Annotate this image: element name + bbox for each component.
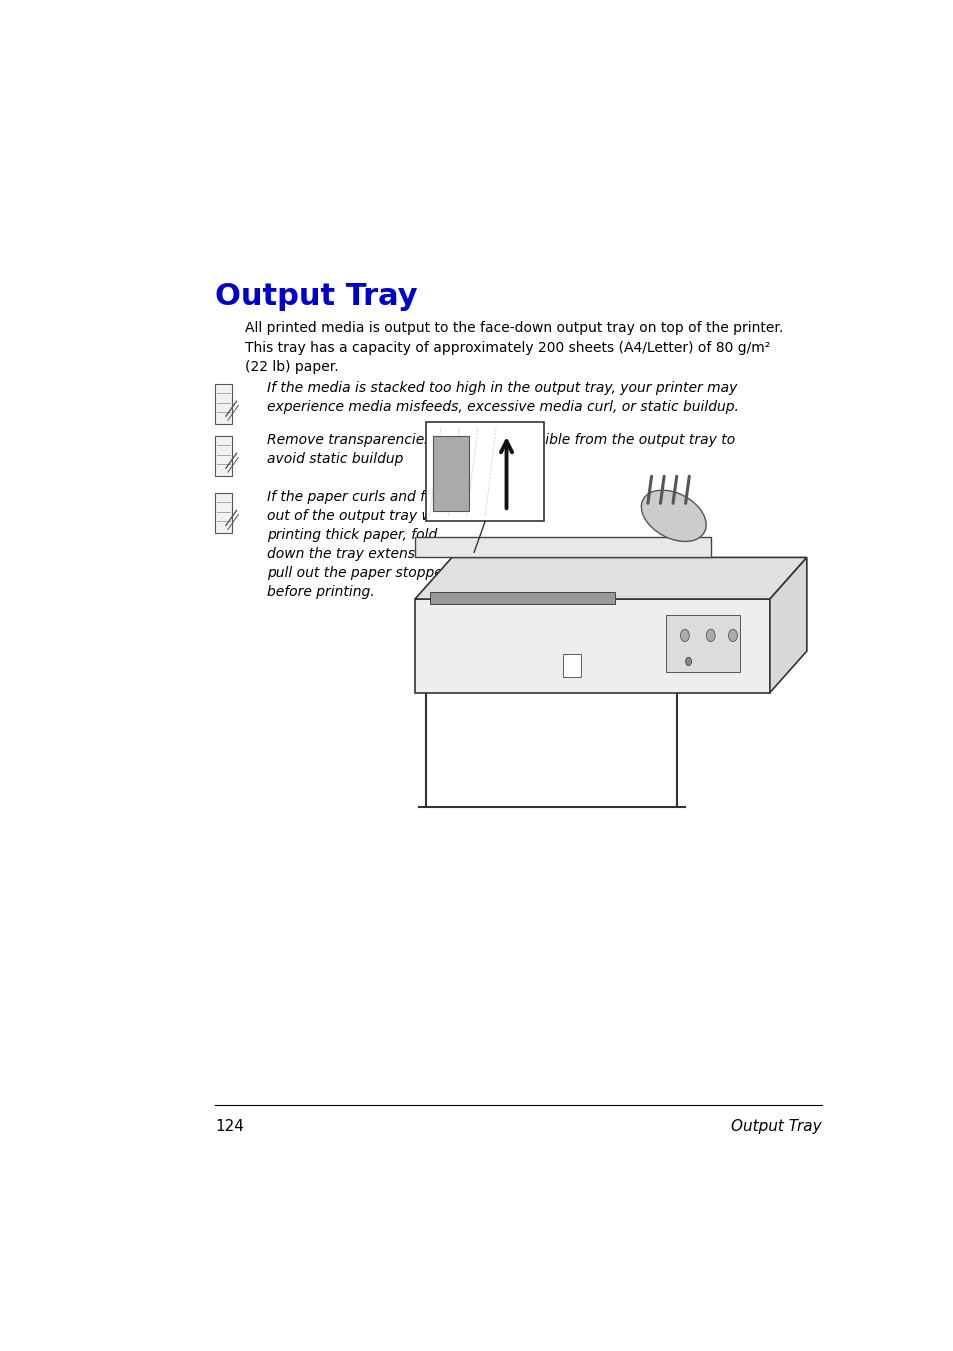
FancyBboxPatch shape [562,654,580,677]
Ellipse shape [640,490,705,542]
Polygon shape [415,558,806,598]
FancyBboxPatch shape [215,384,232,424]
Text: All printed media is output to the face-down output tray on top of the printer.
: All printed media is output to the face-… [245,322,782,374]
FancyBboxPatch shape [665,615,740,671]
Text: Output Tray: Output Tray [730,1119,821,1135]
Polygon shape [769,558,806,693]
Circle shape [728,630,737,642]
FancyBboxPatch shape [426,422,544,521]
Text: If the paper curls and falls
out of the output tray when
printing thick paper, f: If the paper curls and falls out of the … [267,490,466,598]
Text: If the media is stacked too high in the output tray, your printer may
experience: If the media is stacked too high in the … [267,381,739,413]
FancyBboxPatch shape [215,493,232,534]
Circle shape [679,630,689,642]
FancyBboxPatch shape [429,592,614,604]
Text: Remove transparencies as soon as possible from the output tray to
avoid static b: Remove transparencies as soon as possibl… [267,432,735,466]
Text: Output Tray: Output Tray [215,282,417,311]
Text: 124: 124 [215,1119,244,1135]
FancyBboxPatch shape [215,436,232,477]
Polygon shape [415,598,769,693]
FancyBboxPatch shape [433,436,469,511]
Polygon shape [415,536,710,558]
Circle shape [685,658,691,666]
Circle shape [705,630,715,642]
